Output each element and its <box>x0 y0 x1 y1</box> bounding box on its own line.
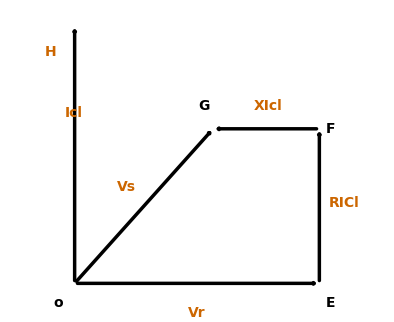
Text: H: H <box>45 44 56 59</box>
Text: G: G <box>198 99 209 113</box>
Text: E: E <box>326 296 335 310</box>
Text: Vs: Vs <box>117 180 136 194</box>
Text: Icl: Icl <box>65 106 83 120</box>
Text: Vr: Vr <box>188 306 206 320</box>
Text: F: F <box>326 122 335 136</box>
Text: RICl: RICl <box>329 196 360 210</box>
Text: o: o <box>54 296 63 310</box>
Text: XIcl: XIcl <box>253 99 282 113</box>
